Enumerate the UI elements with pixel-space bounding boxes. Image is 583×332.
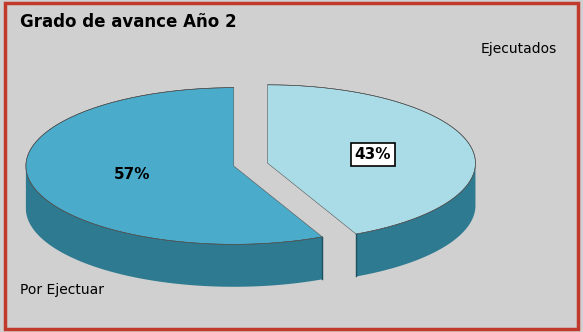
Text: Por Ejectuar: Por Ejectuar — [20, 283, 104, 296]
Polygon shape — [26, 166, 322, 287]
Text: Grado de avance Año 2: Grado de avance Año 2 — [20, 13, 237, 31]
Polygon shape — [268, 85, 476, 234]
Text: 57%: 57% — [114, 167, 150, 182]
Polygon shape — [26, 88, 322, 244]
Polygon shape — [356, 163, 476, 277]
Text: 43%: 43% — [355, 147, 391, 162]
Text: Ejecutados: Ejecutados — [481, 42, 557, 56]
